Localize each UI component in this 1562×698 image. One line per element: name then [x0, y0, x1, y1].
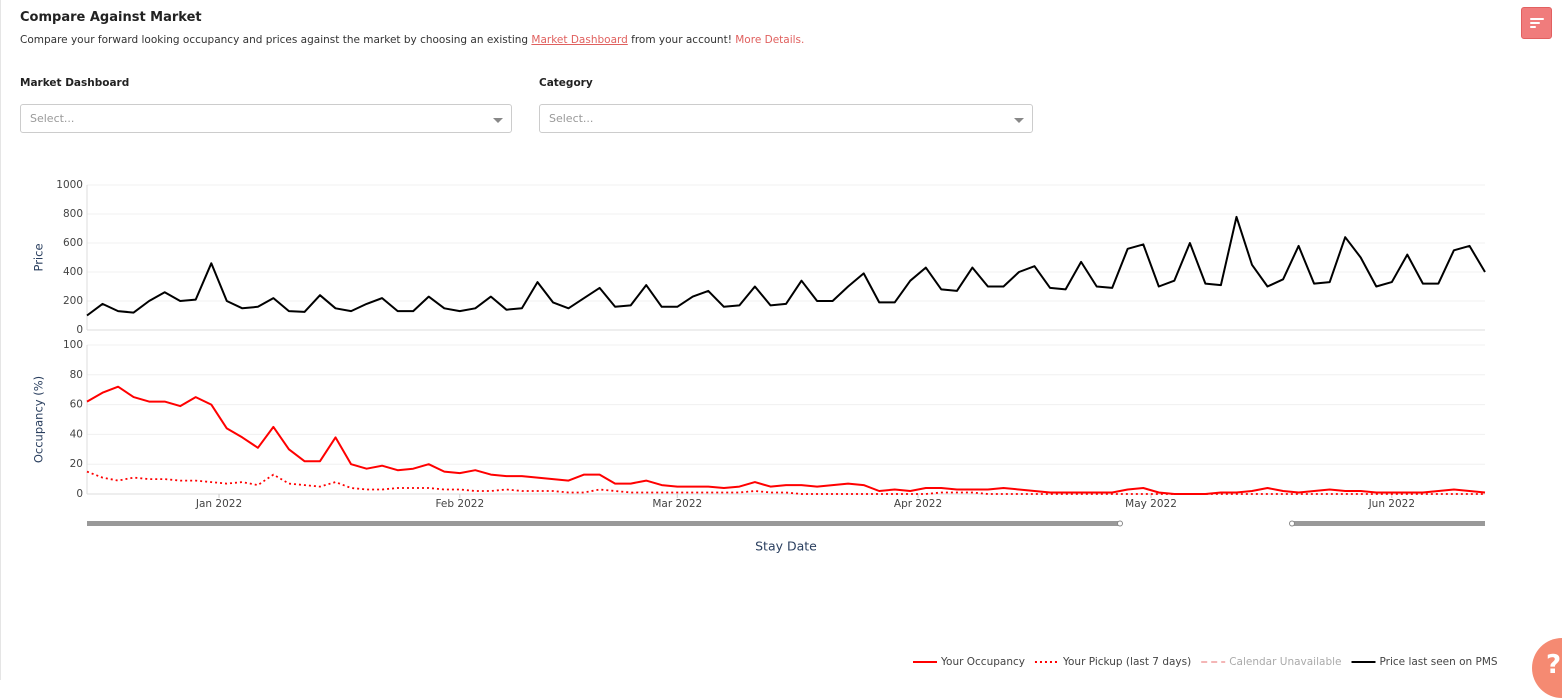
- legend-label: Your Pickup (last 7 days): [1062, 656, 1191, 668]
- x-tick-label: Jun 2022: [1368, 498, 1415, 510]
- x-tick-label: Jan 2022: [195, 498, 242, 510]
- description-text: Compare your forward looking occupancy a…: [20, 34, 532, 46]
- legend-label: Price last seen on PMS: [1380, 656, 1498, 668]
- chart: 0 200 400 600 800 1000 Price 0 20 40 60 80 100 Occupa…: [32, 179, 1498, 668]
- dashboard-select[interactable]: Select...: [20, 104, 512, 133]
- y-tick-label: 1000: [56, 179, 83, 191]
- y-tick-label: 40: [70, 428, 83, 440]
- placeholder: Select...: [549, 112, 594, 125]
- x-tick-label: Apr 2022: [894, 498, 942, 510]
- icon-bar: [1530, 22, 1540, 24]
- range-slider-track[interactable]: [87, 521, 1120, 526]
- y-tick-label: 0: [76, 324, 83, 336]
- category-select[interactable]: Select...: [539, 104, 1033, 133]
- dropdown-arrow: [493, 118, 503, 123]
- description: Compare your forward looking occupancy a…: [20, 34, 804, 46]
- help-icon: ?: [1546, 650, 1562, 680]
- x-tick-label: Feb 2022: [435, 498, 484, 510]
- y-tick-label: 20: [70, 458, 83, 470]
- x-tick-label: May 2022: [1125, 498, 1177, 510]
- more-details-link[interactable]: More Details.: [735, 34, 805, 46]
- range-slider-track[interactable]: [1292, 521, 1485, 526]
- y-tick-label: 0: [76, 488, 83, 500]
- filter-button[interactable]: [1521, 7, 1552, 39]
- dropdown-arrow: [1014, 118, 1024, 123]
- filter-label: Market Dashboard: [20, 77, 130, 89]
- section-title: Compare Against Market: [20, 10, 202, 25]
- x-axis-title: Stay Date: [755, 539, 817, 554]
- y-axis-title: Occupancy (%): [32, 376, 46, 463]
- series-line: [86, 215, 1486, 317]
- y-tick-label: 80: [70, 369, 83, 381]
- icon-bar: [1530, 26, 1536, 28]
- y-tick-label: 400: [63, 266, 83, 278]
- series-line: [86, 385, 1486, 495]
- x-tick-label: Mar 2022: [652, 498, 702, 510]
- range-handle[interactable]: [1117, 520, 1123, 527]
- filter-label: Category: [539, 77, 593, 89]
- description-text: from your account!: [627, 34, 736, 46]
- legend-label: Calendar Unavailable: [1229, 656, 1341, 668]
- legend-label: Your Occupancy: [940, 656, 1025, 668]
- series-line: [86, 470, 1485, 495]
- range-handle[interactable]: [1289, 520, 1295, 527]
- y-axis-title: Price: [32, 243, 46, 271]
- y-tick-label: 600: [63, 237, 83, 249]
- y-tick-label: 100: [63, 339, 83, 351]
- y-tick-label: 800: [63, 208, 83, 220]
- placeholder: Select...: [30, 112, 75, 125]
- icon-bar: [1530, 18, 1544, 20]
- y-tick-label: 200: [63, 295, 83, 307]
- dashboard-link[interactable]: Market Dashboard: [531, 34, 628, 46]
- y-tick-label: 60: [70, 399, 83, 411]
